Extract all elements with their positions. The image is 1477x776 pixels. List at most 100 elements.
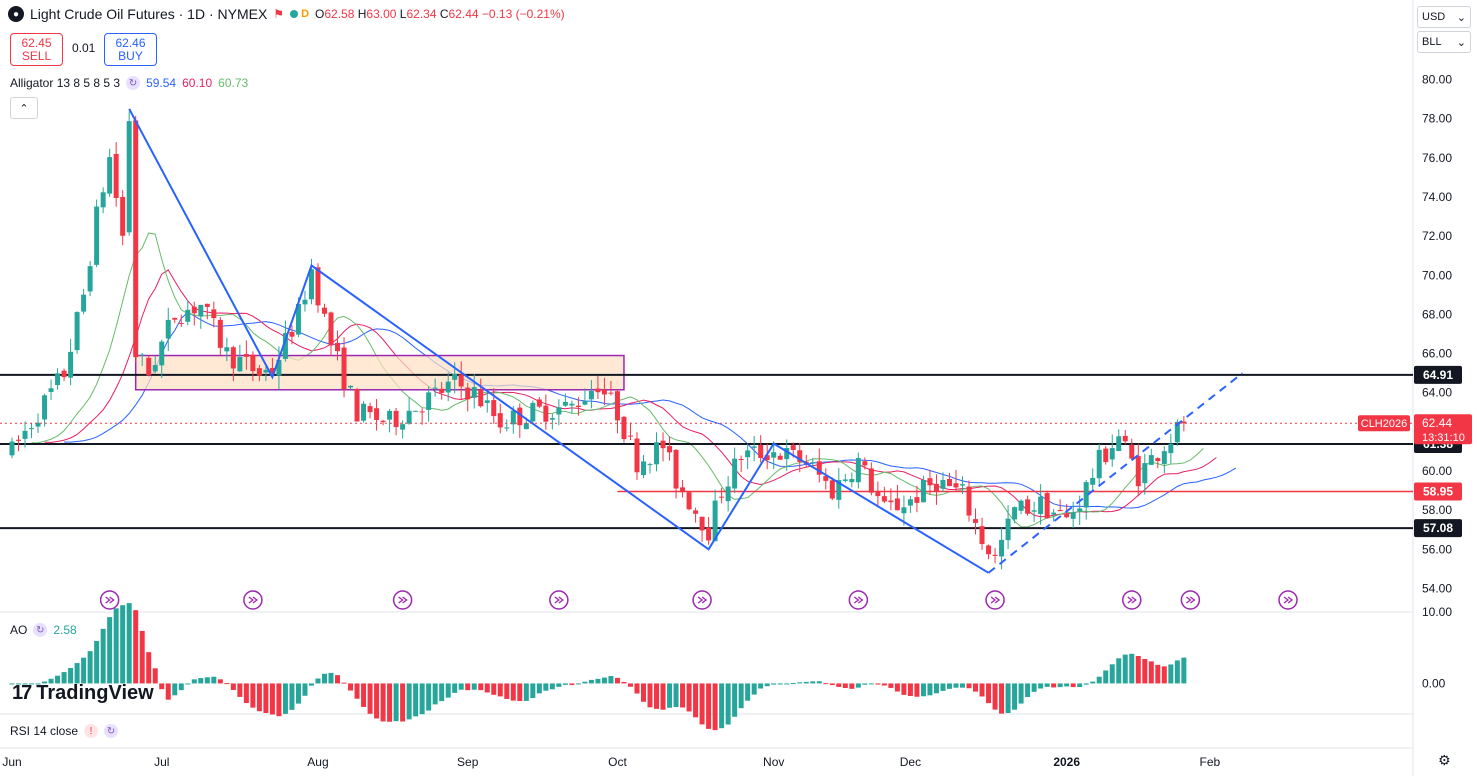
ao-bar bbox=[426, 683, 432, 711]
candle-body bbox=[549, 418, 555, 420]
chevron-up-icon: ⌃ bbox=[19, 102, 29, 115]
symbol-title[interactable]: Light Crude Oil Futures · 1D · NYMEX bbox=[30, 6, 268, 22]
currency-select[interactable]: USD ⌄ bbox=[1417, 6, 1471, 28]
rsi-legend[interactable]: RSI 14 close ! ↻ bbox=[10, 724, 119, 738]
collapse-legend-button[interactable]: ⌃ bbox=[10, 97, 38, 119]
event-arrows bbox=[248, 596, 258, 604]
ao-bar bbox=[907, 683, 913, 696]
ao-bar bbox=[185, 683, 191, 685]
ao-bar bbox=[237, 683, 243, 697]
event-arrows bbox=[697, 596, 708, 604]
candle-body bbox=[914, 497, 920, 503]
event-marker-icon[interactable] bbox=[392, 590, 413, 610]
candle-body bbox=[302, 299, 308, 305]
ao-bar bbox=[640, 683, 646, 702]
candle-body bbox=[139, 354, 145, 356]
gear-icon[interactable]: ⚙ bbox=[1438, 752, 1451, 768]
candle-body bbox=[510, 410, 516, 425]
ao-bar bbox=[888, 683, 894, 688]
alligator-label: Alligator 13 8 5 8 5 3 bbox=[10, 76, 121, 90]
ao-bar bbox=[22, 683, 28, 685]
cycle-icon[interactable]: ↻ bbox=[33, 623, 48, 637]
candle-body bbox=[367, 406, 373, 413]
candle-body bbox=[771, 452, 777, 458]
flag-icon[interactable]: ⚑ bbox=[273, 7, 285, 21]
event-marker-icon[interactable] bbox=[99, 590, 120, 610]
ao-legend[interactable]: AO ↻ 2.58 bbox=[10, 623, 77, 637]
ao-bar bbox=[1090, 681, 1096, 684]
level-label-box bbox=[1414, 365, 1462, 384]
last-price-label: 62.44 bbox=[1422, 416, 1452, 430]
ao-bar bbox=[575, 683, 581, 685]
market-status[interactable]: D bbox=[290, 8, 309, 20]
ao-bar bbox=[94, 640, 100, 684]
ao-bar bbox=[374, 683, 380, 719]
ao-bar bbox=[777, 683, 783, 685]
sell-button[interactable]: 62.45 SELL bbox=[10, 33, 63, 66]
event-marker-icon[interactable] bbox=[985, 590, 1005, 610]
ao-bar bbox=[614, 677, 620, 684]
tradingview-logo[interactable]: 17 TradingView bbox=[12, 682, 154, 705]
unit-select[interactable]: BLL ⌄ bbox=[1417, 31, 1471, 53]
ao-bar bbox=[875, 683, 881, 685]
ao-bar bbox=[966, 683, 972, 689]
ao-bar bbox=[1116, 658, 1122, 684]
candle-body bbox=[243, 353, 249, 357]
ao-bar bbox=[881, 683, 887, 686]
ao-bar bbox=[868, 683, 874, 685]
ao-bar bbox=[419, 683, 425, 715]
candle-body bbox=[471, 387, 477, 398]
price-tick-label: 68.00 bbox=[1422, 307, 1452, 321]
event-marker-icon[interactable] bbox=[692, 590, 712, 610]
ao-bar bbox=[1142, 659, 1148, 684]
candle-body bbox=[784, 448, 790, 460]
ao-bar bbox=[230, 683, 236, 690]
cycle-icon[interactable]: ↻ bbox=[104, 724, 119, 738]
ao-bar bbox=[497, 683, 503, 697]
buy-button[interactable]: 62.46 BUY bbox=[104, 33, 157, 66]
warning-icon[interactable]: ! bbox=[84, 724, 99, 738]
event-marker-icon[interactable] bbox=[243, 590, 263, 610]
alligator-legend[interactable]: Alligator 13 8 5 8 5 3 ↻ 59.54 60.10 60.… bbox=[10, 76, 248, 90]
countdown-label: 13:31:10 bbox=[1422, 432, 1465, 444]
level-label: 57.08 bbox=[1423, 521, 1453, 535]
ao-bar bbox=[120, 605, 126, 684]
event-arrows bbox=[105, 596, 115, 604]
ao-bar bbox=[1064, 683, 1070, 687]
candle-body bbox=[868, 468, 874, 493]
ao-bar bbox=[484, 683, 490, 693]
ao-bar bbox=[139, 630, 145, 684]
ao-bar bbox=[100, 628, 106, 684]
event-marker-icon[interactable] bbox=[549, 590, 569, 610]
candle-body bbox=[406, 410, 412, 424]
event-marker-icon[interactable] bbox=[1278, 590, 1298, 610]
event-marker-icon[interactable] bbox=[1180, 590, 1201, 610]
candle-body bbox=[1031, 510, 1037, 512]
ao-bar bbox=[894, 683, 900, 692]
ao-bar bbox=[543, 683, 549, 691]
level-label: 58.95 bbox=[1423, 485, 1453, 499]
event-marker-icon[interactable] bbox=[1122, 590, 1142, 610]
ao-bar bbox=[569, 683, 575, 686]
candle-body bbox=[973, 519, 979, 523]
ao-bar bbox=[1012, 683, 1018, 710]
candle-body bbox=[74, 312, 80, 351]
ao-bar bbox=[282, 683, 288, 714]
ao-bar bbox=[29, 683, 35, 685]
candle-body bbox=[1168, 443, 1174, 454]
candle-body bbox=[22, 430, 28, 439]
candle-body bbox=[758, 444, 764, 459]
candle-body bbox=[1142, 463, 1148, 484]
ao-bar bbox=[74, 663, 80, 684]
ao-bar bbox=[1044, 683, 1050, 687]
ao-bar bbox=[920, 683, 926, 697]
cycle-icon[interactable]: ↻ bbox=[126, 76, 141, 90]
ao-bar bbox=[608, 676, 614, 684]
sell-price: 62.45 bbox=[21, 35, 52, 50]
ao-bar bbox=[842, 683, 848, 688]
event-marker-icon[interactable] bbox=[848, 590, 869, 610]
candle-body bbox=[764, 455, 770, 461]
candle-body bbox=[250, 354, 256, 372]
ao-bar bbox=[862, 683, 868, 685]
